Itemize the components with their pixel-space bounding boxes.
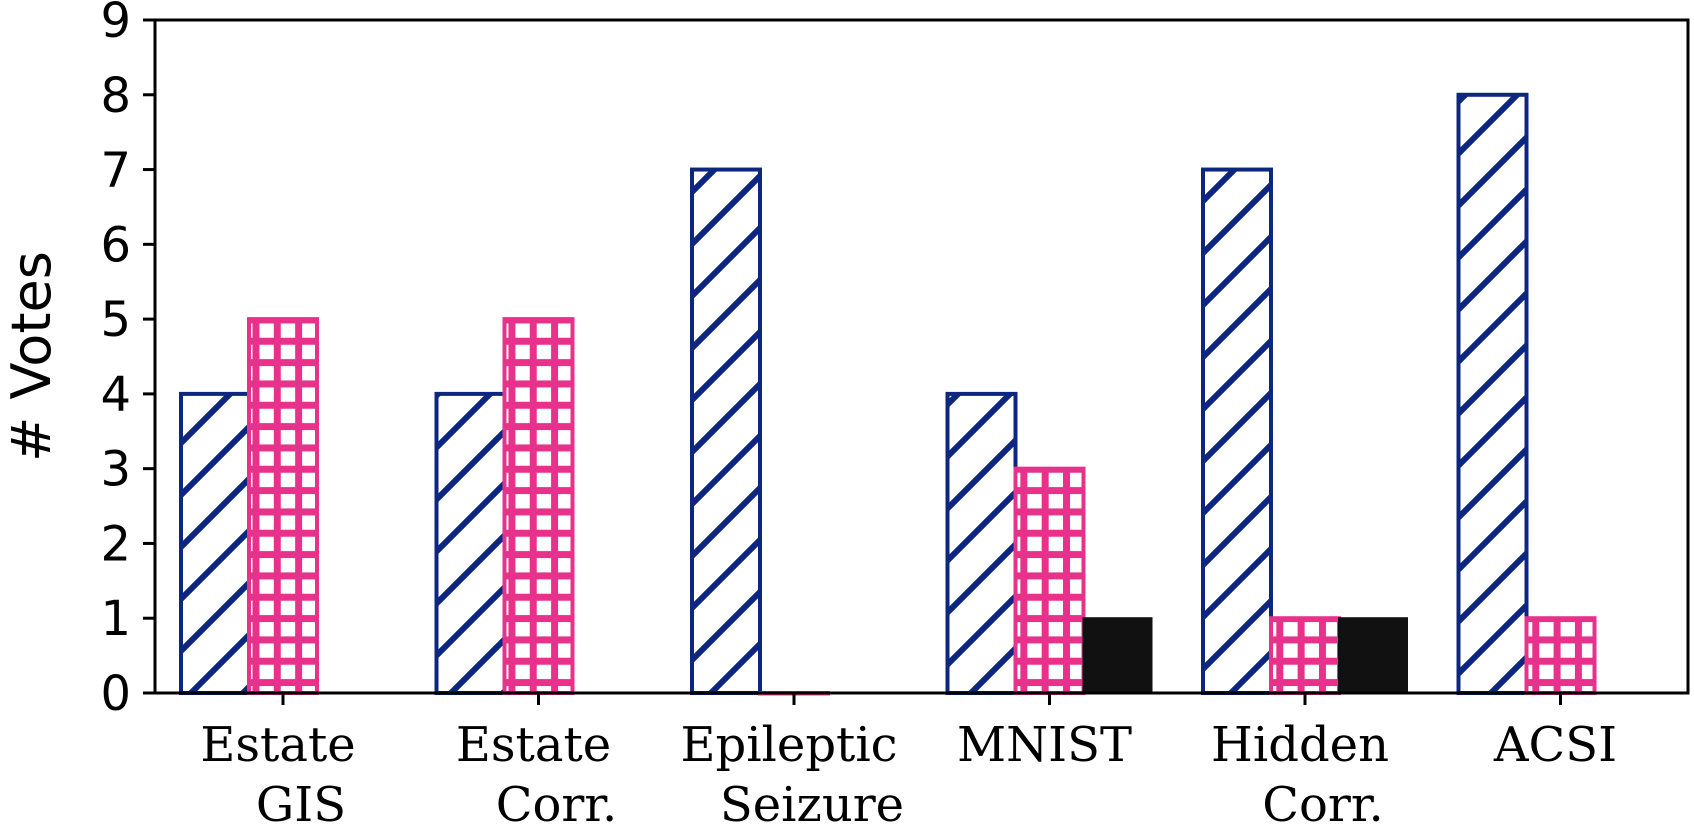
x-tick-label-4-line1: Hidden xyxy=(1211,717,1389,773)
y-tick-label-2: 2 xyxy=(100,516,131,572)
bar-series-3-3 xyxy=(1082,617,1153,695)
bar-series-2-4 xyxy=(1269,616,1341,696)
y-tick-label-0: 0 xyxy=(100,666,131,722)
y-tick-label-9: 9 xyxy=(100,0,131,49)
bar-series-1-0 xyxy=(179,391,251,695)
bar-series-2-1 xyxy=(502,317,575,695)
bar-series-2-5 xyxy=(1524,616,1597,696)
y-tick-label-7: 7 xyxy=(100,143,131,199)
bars-group xyxy=(179,92,1664,696)
bar-series-1-1 xyxy=(434,391,507,695)
x-tick-label-4-line2: Corr. xyxy=(1262,777,1384,833)
bar-series-1-4 xyxy=(1201,167,1273,696)
x-tick-label-2-line2: Seizure xyxy=(720,777,904,833)
bar-series-1-2 xyxy=(690,167,762,696)
bar-series-2-0 xyxy=(247,317,319,695)
x-tick-label-5-line1: ACSI xyxy=(1493,717,1617,773)
bar-series-3-4 xyxy=(1338,617,1408,695)
y-tick-label-8: 8 xyxy=(100,68,131,124)
x-tick-label-2-line1: Epileptic xyxy=(680,717,897,773)
y-tick-label-5: 5 xyxy=(100,292,131,348)
x-tick-label-1-line1: Estate xyxy=(456,717,611,773)
y-tick-label-6: 6 xyxy=(100,217,131,273)
y-tick-label-3: 3 xyxy=(100,442,131,498)
y-tick-label-4: 4 xyxy=(100,367,131,423)
x-tick-label-0-line1: Estate xyxy=(200,717,355,773)
y-tick-label-1: 1 xyxy=(100,591,131,647)
plot-frame xyxy=(153,18,1690,695)
x-tick-label-3-line1: MNIST xyxy=(957,717,1132,773)
bar-series-1-3 xyxy=(945,391,1018,695)
bar-series-2-3 xyxy=(1013,466,1086,695)
x-tick-label-1-line2: Corr. xyxy=(496,777,618,833)
x-tick-label-0-line2: GIS xyxy=(256,777,346,833)
y-axis-label: # Votes xyxy=(0,251,63,462)
bar-series-1-5 xyxy=(1456,92,1529,696)
